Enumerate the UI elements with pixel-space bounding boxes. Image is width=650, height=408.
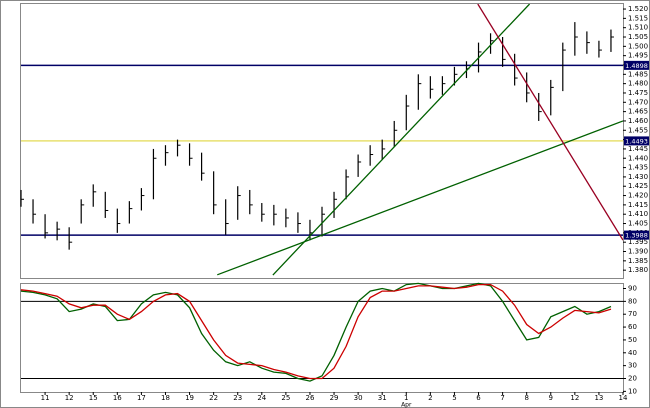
y-tick-label: 50 bbox=[628, 336, 637, 344]
y-tick-label: 1.475 bbox=[628, 89, 648, 97]
y-tick-label: 20 bbox=[628, 375, 637, 383]
x-tick-label: 26 bbox=[305, 394, 314, 402]
y-tick-label: 1.410 bbox=[628, 210, 648, 218]
trend-line bbox=[477, 4, 623, 241]
y-tick-label: 1.480 bbox=[628, 80, 648, 88]
level-label: 1.4493 bbox=[625, 137, 648, 145]
y-tick-label: 40 bbox=[628, 349, 637, 357]
x-tick-label: 22 bbox=[209, 394, 218, 402]
y-tick-label: 1.515 bbox=[628, 14, 648, 22]
y-tick-label: 30 bbox=[628, 362, 637, 370]
y-tick-label: 90 bbox=[628, 285, 637, 293]
y-tick-label: 1.430 bbox=[628, 173, 648, 181]
y-tick-label: 1.440 bbox=[628, 154, 648, 162]
x-tick-label: 25 bbox=[281, 394, 290, 402]
x-tick-label: 14 bbox=[619, 394, 628, 402]
y-tick-label: 1.420 bbox=[628, 192, 648, 200]
y-tick-label: 1.425 bbox=[628, 182, 648, 190]
trend-line bbox=[217, 120, 623, 276]
x-tick-label: 16 bbox=[113, 394, 122, 402]
y-tick-label: 1.495 bbox=[628, 52, 648, 60]
y-tick-label: 1.505 bbox=[628, 33, 648, 41]
y-tick-label: 80 bbox=[628, 297, 637, 305]
x-tick-label: 29 bbox=[330, 394, 339, 402]
y-tick-label: 1.500 bbox=[628, 42, 648, 50]
x-tick-label: 6 bbox=[476, 394, 481, 402]
x-tick-label: 31 bbox=[378, 394, 387, 402]
y-tick-label: 1.470 bbox=[628, 98, 648, 106]
y-tick-label: 1.460 bbox=[628, 117, 648, 125]
level-label: 1.4898 bbox=[625, 62, 648, 70]
x-tick-label: 1 bbox=[404, 394, 408, 402]
x-tick-label: 15 bbox=[89, 394, 98, 402]
x-tick-label: 12 bbox=[570, 394, 579, 402]
x-tick-label: 7 bbox=[500, 394, 504, 402]
y-tick-label: 1.510 bbox=[628, 24, 648, 32]
trend-line bbox=[272, 4, 531, 276]
y-tick-label: 1.380 bbox=[628, 266, 648, 274]
level-label-box bbox=[624, 60, 649, 70]
oscillator-line bbox=[20, 283, 612, 380]
x-tick-label: 5 bbox=[452, 394, 456, 402]
x-tick-label: 9 bbox=[549, 394, 553, 402]
y-tick-label: 1.405 bbox=[628, 220, 648, 228]
y-tick-label: 1.465 bbox=[628, 108, 648, 116]
level-label: 1.3988 bbox=[625, 232, 648, 240]
y-tick-label: 1.445 bbox=[628, 145, 648, 153]
x-tick-label: 18 bbox=[161, 394, 170, 402]
y-tick-label: 10 bbox=[628, 387, 637, 395]
x-tick-label: 24 bbox=[257, 394, 266, 402]
x-tick-label: 19 bbox=[185, 394, 194, 402]
y-tick-label: 70 bbox=[628, 310, 637, 318]
y-tick-label: 1.390 bbox=[628, 248, 648, 256]
month-label: Apr bbox=[401, 402, 412, 408]
y-tick-label: 1.485 bbox=[628, 70, 648, 78]
x-tick-label: 8 bbox=[524, 394, 528, 402]
y-tick-label: 1.455 bbox=[628, 126, 648, 134]
x-tick-label: 23 bbox=[233, 394, 242, 402]
y-tick-label: 1.415 bbox=[628, 201, 648, 209]
y-tick-label: 1.435 bbox=[628, 164, 648, 172]
x-tick-label: 17 bbox=[137, 394, 146, 402]
x-tick-label: 13 bbox=[594, 394, 603, 402]
y-tick-label: 1.520 bbox=[628, 5, 648, 13]
x-tick-label: 11 bbox=[41, 394, 50, 402]
level-label-box bbox=[624, 230, 649, 240]
x-tick-label: 30 bbox=[354, 394, 363, 402]
y-tick-label: 1.385 bbox=[628, 257, 648, 265]
y-tick-label: 1.395 bbox=[628, 238, 648, 246]
x-tick-label: 2 bbox=[428, 394, 432, 402]
y-tick-label: 60 bbox=[628, 323, 637, 331]
x-tick-label: 12 bbox=[65, 394, 74, 402]
level-label-box bbox=[624, 136, 649, 146]
